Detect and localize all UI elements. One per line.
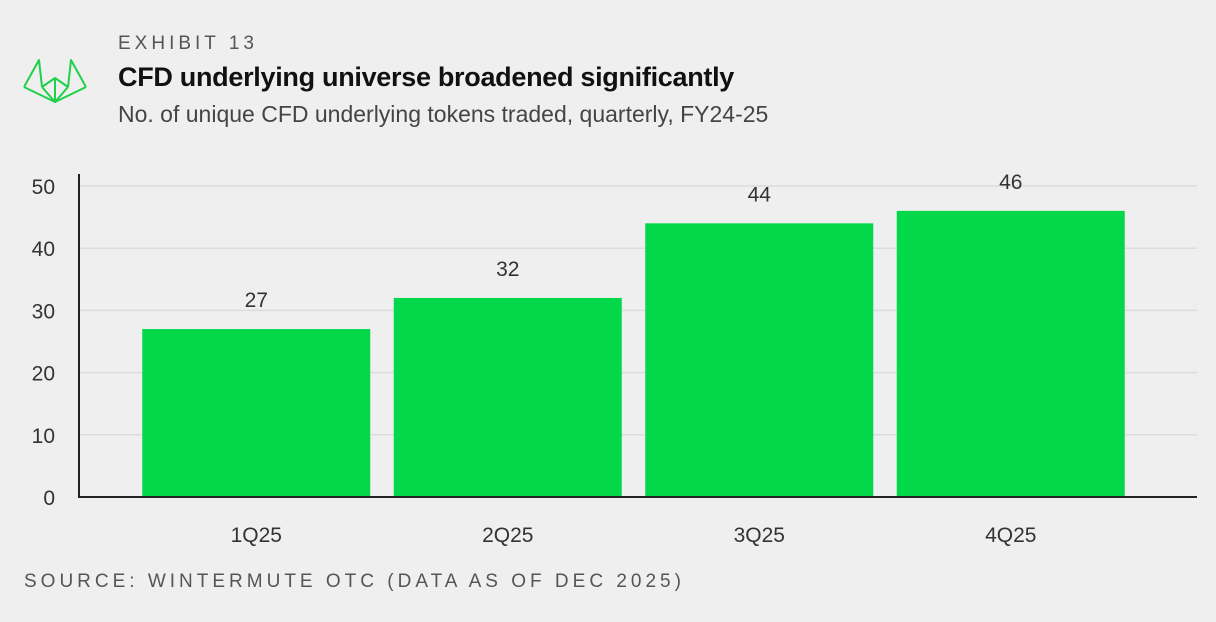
chart-title: CFD underlying universe broadened signif… xyxy=(118,62,735,92)
y-tick-label: 20 xyxy=(32,363,55,386)
bar-1Q25 xyxy=(142,329,371,497)
y-tick-label: 40 xyxy=(32,238,55,261)
x-tick-label: 1Q25 xyxy=(231,524,282,547)
y-tick-label: 10 xyxy=(32,425,55,448)
exhibit-number: EXHIBIT 13 xyxy=(118,33,258,54)
chart-subtitle: No. of unique CFD underlying tokens trad… xyxy=(118,101,769,127)
wintermute-logo-icon xyxy=(22,56,88,111)
data-label: 27 xyxy=(245,289,268,312)
y-tick-label: 50 xyxy=(32,176,55,199)
x-tick-label: 4Q25 xyxy=(985,524,1036,547)
data-label: 32 xyxy=(496,258,519,281)
data-label: 44 xyxy=(748,183,772,206)
data-label: 46 xyxy=(999,171,1022,194)
x-tick-label: 3Q25 xyxy=(734,524,785,547)
source-note: SOURCE: WINTERMUTE OTC (DATA AS OF DEC 2… xyxy=(24,571,685,592)
bar-4Q25 xyxy=(896,210,1125,497)
y-tick-label: 0 xyxy=(43,487,55,510)
x-tick-label: 2Q25 xyxy=(482,524,533,547)
bar-2Q25 xyxy=(393,297,622,497)
y-tick-label: 30 xyxy=(32,300,55,323)
bar-3Q25 xyxy=(645,223,874,497)
